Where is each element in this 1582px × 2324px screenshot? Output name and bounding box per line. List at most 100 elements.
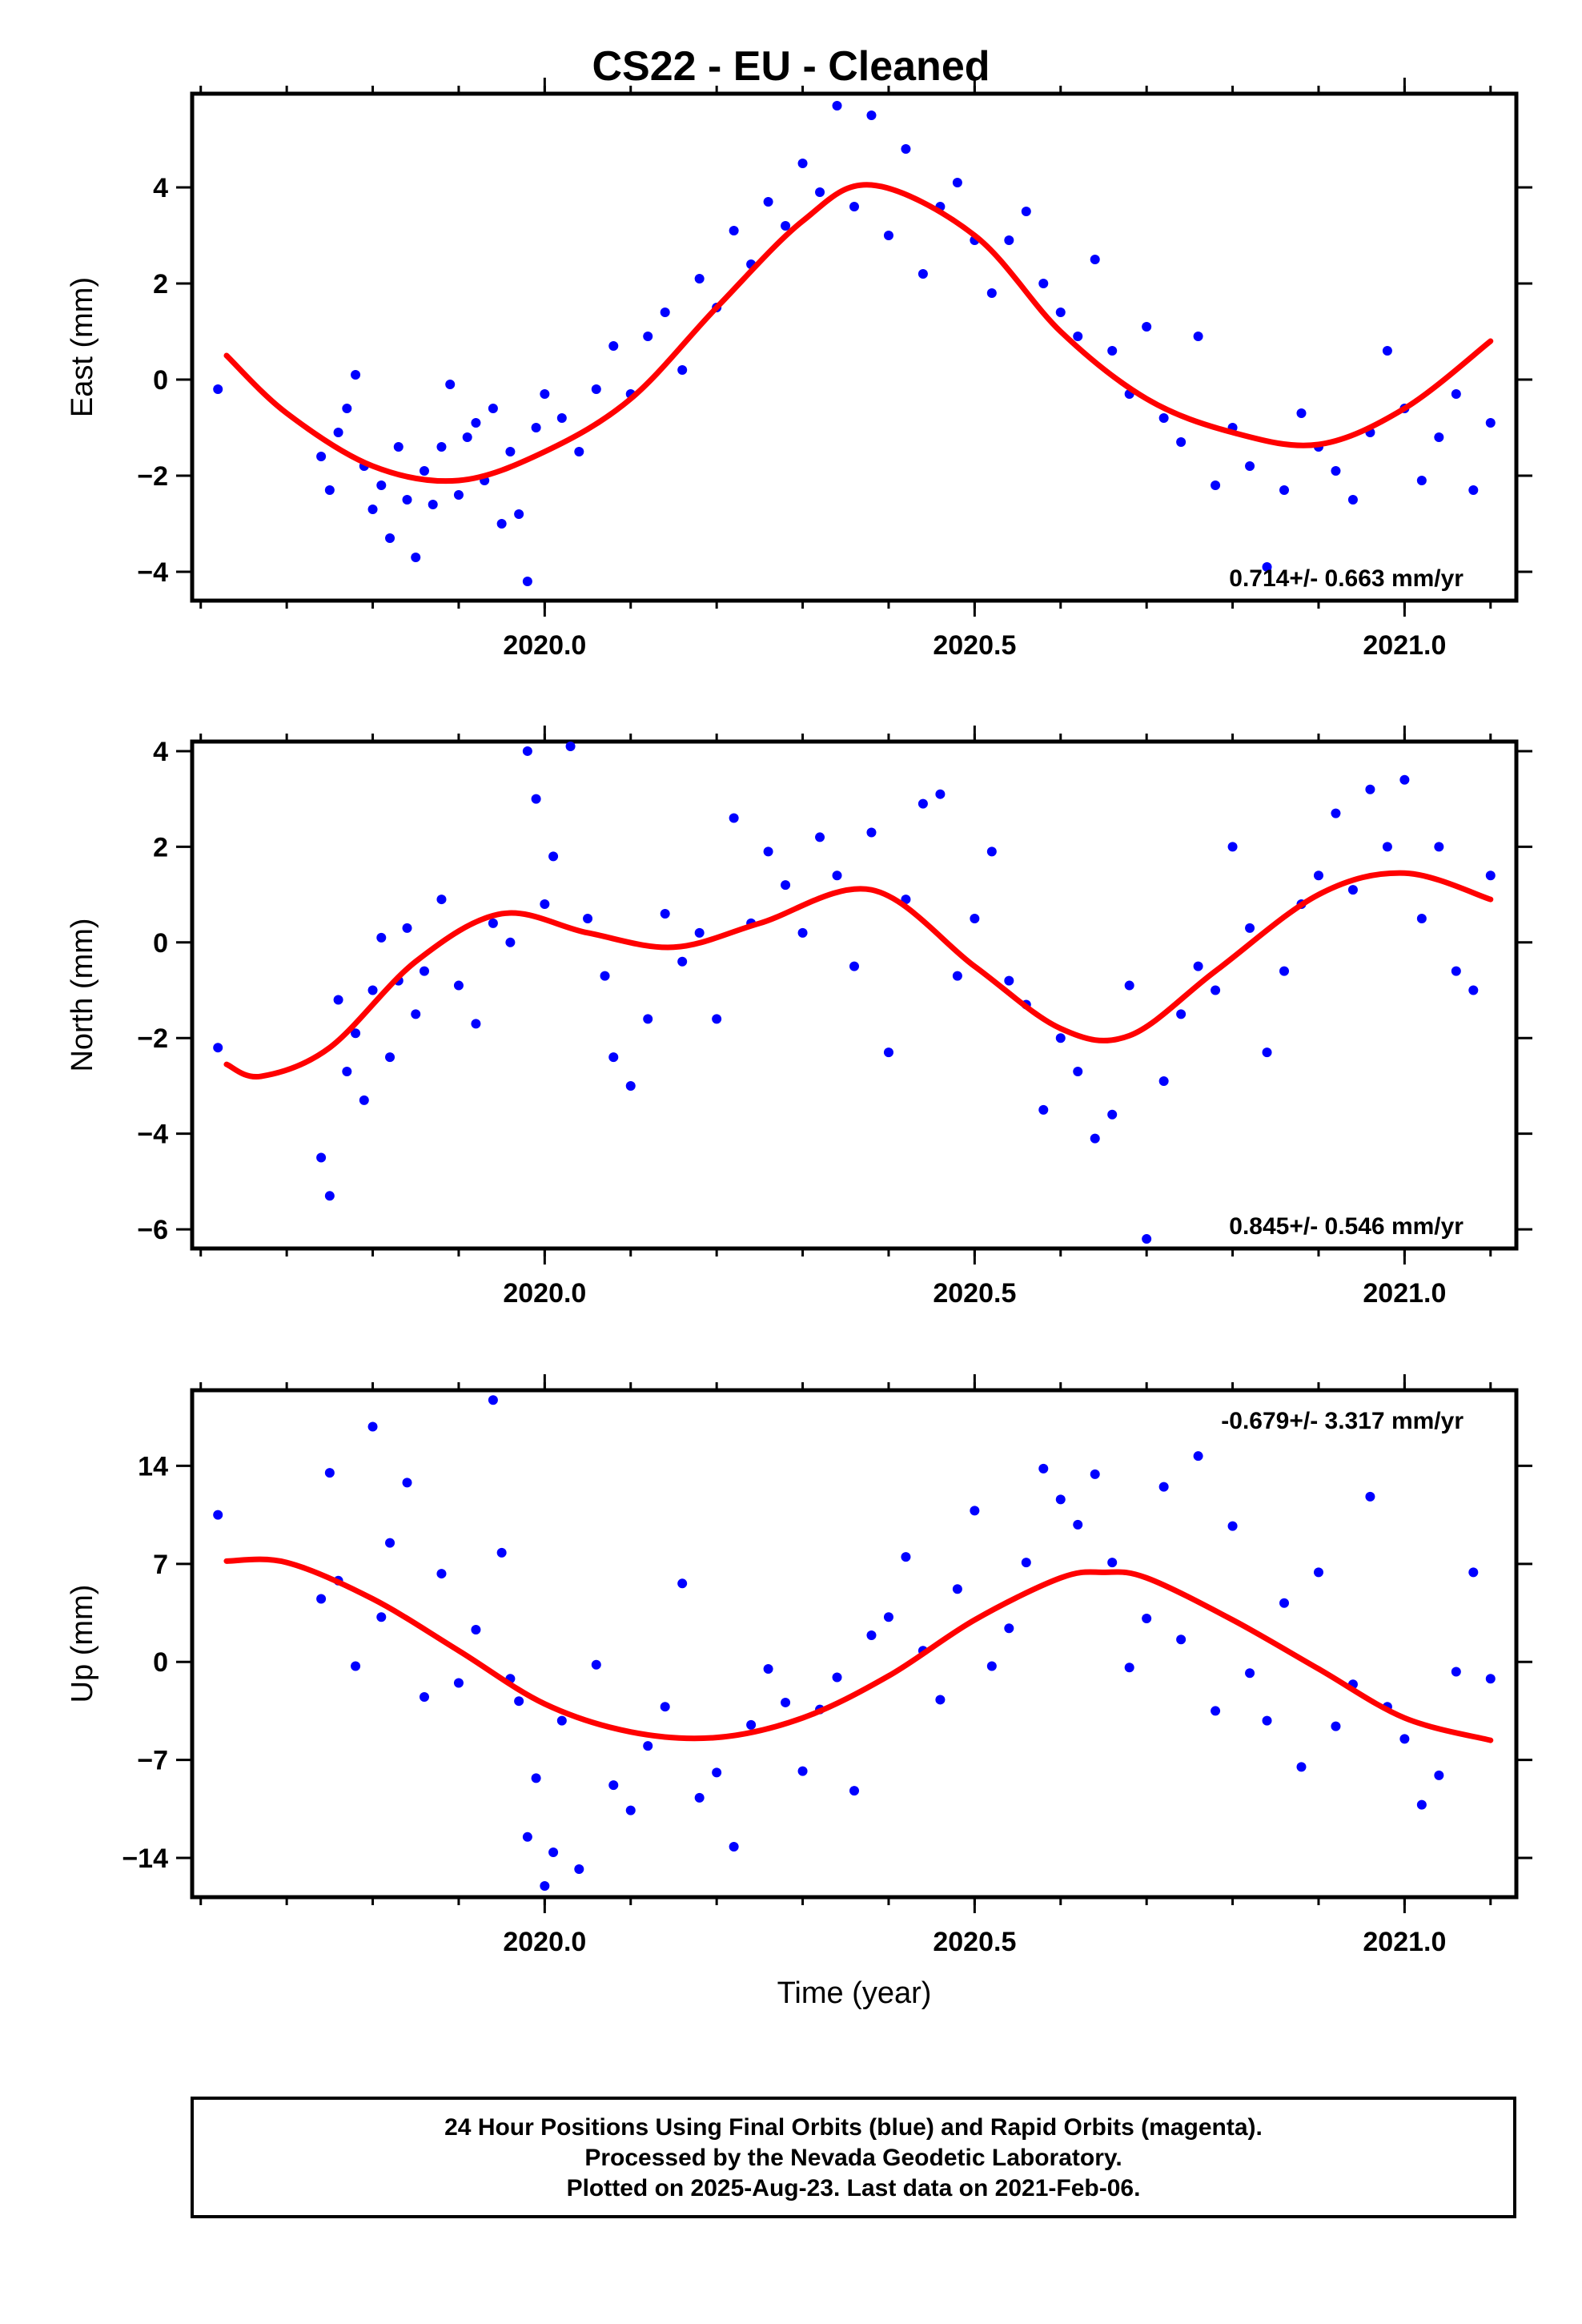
x-tick-label: 2020.0 xyxy=(503,630,586,661)
data-point xyxy=(1434,432,1444,442)
data-point xyxy=(1279,1598,1290,1608)
data-point xyxy=(1055,308,1066,317)
data-point xyxy=(608,1052,619,1063)
data-point xyxy=(1347,885,1358,895)
data-point xyxy=(1004,1623,1014,1634)
data-point xyxy=(1245,461,1255,471)
data-point xyxy=(815,832,825,842)
data-point xyxy=(1468,485,1479,495)
data-point xyxy=(471,1019,481,1029)
data-point xyxy=(866,1630,877,1641)
data-point xyxy=(1296,408,1307,418)
y-tick-label: 0 xyxy=(153,1647,168,1678)
data-point xyxy=(849,961,859,971)
data-point xyxy=(385,1052,396,1063)
data-point xyxy=(832,870,842,881)
data-point xyxy=(832,101,842,111)
data-point xyxy=(986,288,997,298)
data-point xyxy=(1142,1234,1152,1244)
data-point xyxy=(1365,784,1375,794)
data-point xyxy=(1485,870,1496,881)
data-point xyxy=(1124,1663,1134,1673)
data-point xyxy=(351,1028,361,1039)
data-point xyxy=(1021,207,1031,216)
data-point xyxy=(333,428,343,437)
data-point xyxy=(453,1678,464,1688)
data-point xyxy=(677,1578,688,1589)
footer-line-3: Plotted on 2025-Aug-23. Last data on 202… xyxy=(566,2175,1141,2201)
y-tick-label: 0 xyxy=(153,928,168,959)
data-point xyxy=(1073,332,1083,341)
data-point xyxy=(1331,808,1341,818)
data-point xyxy=(1468,985,1479,995)
panel-1: 2020.0 2020.5 2021.0 4 2 0 −2 −4 East (mm) 0.714+… xyxy=(66,43,1532,661)
data-point xyxy=(453,980,464,991)
data-point xyxy=(1451,1667,1461,1677)
data-point xyxy=(402,923,412,933)
data-point xyxy=(1107,1109,1118,1120)
data-point xyxy=(866,111,877,120)
data-point xyxy=(1038,1104,1049,1115)
y-axis-label: Up (mm) xyxy=(66,1585,99,1703)
data-point xyxy=(935,789,946,799)
data-point xyxy=(694,1792,705,1803)
data-point xyxy=(316,1152,327,1163)
data-point xyxy=(1193,332,1203,341)
data-point xyxy=(462,432,472,442)
y-tick-label: 4 xyxy=(153,737,168,767)
y-axis-label: North (mm) xyxy=(66,918,99,1072)
data-point xyxy=(1158,1482,1169,1492)
data-point xyxy=(1399,774,1410,785)
data-points xyxy=(213,742,1496,1244)
data-point xyxy=(1176,437,1186,447)
data-point xyxy=(385,533,396,543)
data-point xyxy=(453,490,464,500)
data-point xyxy=(781,221,791,231)
data-point xyxy=(660,308,670,317)
data-point xyxy=(1090,255,1100,264)
data-point xyxy=(591,384,601,394)
data-point xyxy=(471,1625,481,1635)
data-point xyxy=(712,1014,722,1024)
data-point xyxy=(1090,1133,1100,1144)
data-point xyxy=(1124,980,1134,991)
data-point xyxy=(213,1043,223,1053)
data-point xyxy=(393,442,404,452)
data-point xyxy=(436,1569,447,1579)
data-point xyxy=(1382,842,1392,852)
data-point xyxy=(832,1672,842,1683)
y-tick-label: −2 xyxy=(137,1023,168,1054)
data-point xyxy=(1262,1047,1272,1058)
data-point xyxy=(1142,322,1152,332)
data-point xyxy=(514,1696,524,1707)
data-point xyxy=(1313,870,1323,881)
data-point xyxy=(445,380,456,389)
data-point xyxy=(797,1766,808,1776)
data-point xyxy=(643,1014,653,1024)
fit-curve xyxy=(223,870,1494,1080)
data-point xyxy=(583,913,593,923)
data-point xyxy=(351,370,361,380)
data-point xyxy=(1004,235,1014,245)
data-point xyxy=(1485,418,1496,428)
data-point xyxy=(625,1805,636,1815)
data-point xyxy=(402,495,412,505)
data-point xyxy=(1038,1463,1049,1474)
data-point xyxy=(1090,1469,1100,1479)
data-point xyxy=(522,577,532,586)
y-axis-label: East (mm) xyxy=(66,277,99,417)
fit-curve xyxy=(223,182,1494,485)
plot-frame xyxy=(190,739,1519,1251)
x-tick-label: 2021.0 xyxy=(1363,1278,1446,1309)
data-point xyxy=(1279,485,1290,495)
data-point xyxy=(1038,279,1049,288)
data-point xyxy=(359,1095,369,1105)
data-point xyxy=(342,404,352,413)
y-tick-label: 14 xyxy=(138,1451,168,1482)
data-point xyxy=(883,1047,893,1058)
data-point xyxy=(643,332,653,341)
data-point xyxy=(1245,923,1255,933)
data-point xyxy=(1211,985,1221,995)
data-point xyxy=(531,423,541,432)
